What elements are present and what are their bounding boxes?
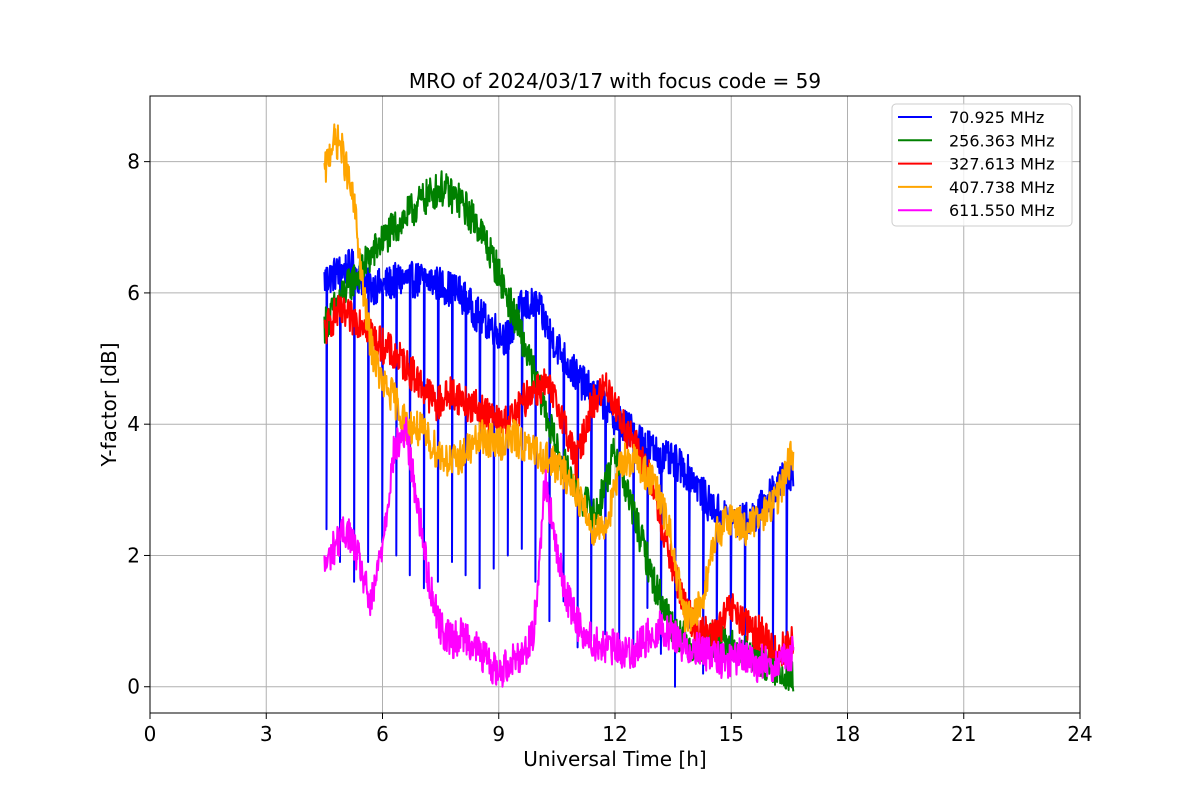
legend-box xyxy=(891,103,1073,227)
y-axis-ticks: 0 2 4 6 8 xyxy=(127,150,150,699)
x-tick-label: 21 xyxy=(951,722,976,746)
series-line xyxy=(323,123,795,633)
x-tick-label: 24 xyxy=(1067,722,1092,746)
legend-entry: 70.925 MHz xyxy=(949,108,1044,127)
x-tick-label: 0 xyxy=(144,722,157,746)
chart-title: MRO of 2024/03/17 with focus code = 59 xyxy=(409,69,821,93)
series-line xyxy=(323,416,795,688)
legend-entry: 407.738 MHz xyxy=(949,178,1054,197)
x-tick-label: 15 xyxy=(719,722,744,746)
x-tick-label: 18 xyxy=(835,722,860,746)
legend-entry: 611.550 MHz xyxy=(949,201,1054,220)
x-axis-label: Universal Time [h] xyxy=(523,747,706,771)
legend-entry: 327.613 MHz xyxy=(949,155,1054,174)
series-line xyxy=(323,294,795,667)
series-line xyxy=(323,248,795,688)
y-axis-label: Y-factor [dB] xyxy=(97,342,121,467)
x-tick-label: 3 xyxy=(260,722,273,746)
x-tick-label: 12 xyxy=(602,722,627,746)
series-lines xyxy=(323,123,795,692)
x-axis-ticks: 0 3 6 9 12 15 18 21 24 xyxy=(144,713,1093,746)
y-tick-label: 0 xyxy=(127,675,140,699)
y-tick-label: 8 xyxy=(127,150,140,174)
y-tick-label: 4 xyxy=(127,412,140,436)
legend-entry: 256.363 MHz xyxy=(949,131,1054,150)
x-tick-label: 9 xyxy=(492,722,505,746)
y-tick-label: 2 xyxy=(127,543,140,567)
x-tick-label: 6 xyxy=(376,722,389,746)
legend: 70.925 MHz 256.363 MHz 327.613 MHz 407.738 … xyxy=(891,103,1073,227)
y-tick-label: 6 xyxy=(127,281,140,305)
